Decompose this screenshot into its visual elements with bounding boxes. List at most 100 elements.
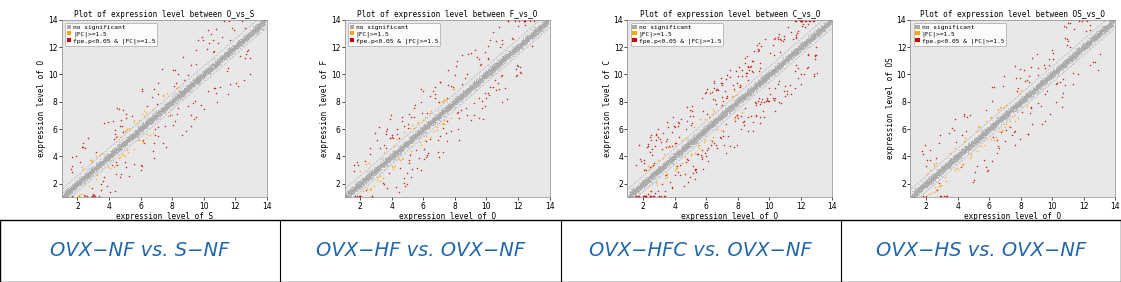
Point — [249, 25, 267, 29]
Point — [969, 140, 986, 144]
Point — [425, 116, 443, 121]
Point — [402, 149, 420, 153]
Point — [90, 163, 108, 168]
Point — [155, 108, 173, 112]
Point — [232, 40, 250, 45]
Point — [700, 127, 717, 131]
Point — [1064, 55, 1082, 60]
Point — [176, 89, 194, 94]
Point — [185, 84, 203, 89]
Point — [381, 159, 399, 163]
Point — [59, 194, 77, 199]
Point — [189, 76, 207, 80]
Point — [982, 115, 1000, 119]
Point — [353, 184, 371, 188]
Point — [249, 25, 267, 30]
Point — [745, 84, 763, 88]
Point — [941, 164, 958, 169]
Point — [645, 172, 663, 177]
Point — [715, 109, 733, 114]
Point — [1077, 40, 1095, 45]
Point — [145, 118, 163, 122]
Point — [786, 52, 804, 57]
Point — [395, 143, 413, 147]
Point — [95, 157, 113, 162]
Point — [925, 177, 943, 181]
Point — [757, 75, 775, 80]
Point — [362, 174, 380, 178]
Point — [102, 154, 120, 158]
Point — [976, 130, 994, 135]
Point — [1001, 109, 1019, 113]
Point — [961, 146, 979, 150]
Point — [358, 182, 376, 186]
Point — [815, 25, 833, 29]
Point — [475, 75, 493, 80]
Point — [647, 169, 665, 173]
Point — [1093, 27, 1111, 31]
Point — [429, 109, 447, 114]
Point — [745, 84, 763, 89]
Point — [815, 26, 833, 30]
Point — [693, 134, 711, 138]
Point — [983, 124, 1001, 129]
Point — [103, 152, 121, 157]
Point — [62, 189, 80, 193]
Point — [410, 132, 428, 136]
Point — [1088, 36, 1106, 40]
Point — [809, 27, 827, 32]
Point — [529, 30, 547, 34]
Point — [780, 57, 798, 62]
Point — [372, 162, 390, 167]
Point — [493, 59, 511, 63]
Point — [982, 85, 1000, 89]
Point — [231, 39, 249, 44]
Point — [445, 101, 463, 105]
Point — [168, 95, 186, 100]
Point — [189, 78, 207, 83]
Point — [149, 112, 167, 116]
Point — [802, 38, 819, 42]
Point — [374, 164, 392, 169]
Point — [363, 172, 381, 176]
Point — [753, 75, 771, 80]
Point — [217, 53, 235, 57]
Point — [363, 170, 381, 175]
Point — [157, 108, 175, 112]
Point — [101, 153, 119, 157]
Point — [65, 182, 83, 186]
Point — [657, 164, 675, 169]
Point — [229, 43, 247, 48]
Point — [424, 118, 442, 123]
Point — [926, 173, 944, 178]
Point — [430, 109, 448, 114]
Point — [1043, 72, 1060, 77]
Point — [491, 63, 509, 67]
Point — [173, 92, 191, 97]
Point — [622, 192, 640, 196]
Point — [641, 194, 659, 198]
Point — [489, 63, 507, 68]
Point — [373, 180, 391, 185]
Point — [198, 68, 216, 72]
Point — [401, 139, 419, 144]
Point — [504, 51, 522, 55]
Point — [245, 28, 263, 33]
Point — [534, 21, 552, 26]
Point — [380, 153, 398, 158]
Point — [154, 108, 172, 113]
Point — [175, 92, 193, 97]
Point — [1034, 81, 1051, 85]
Point — [363, 173, 381, 177]
Point — [63, 189, 81, 194]
Point — [173, 92, 191, 97]
Point — [156, 102, 174, 107]
Point — [244, 27, 262, 32]
Point — [164, 100, 182, 105]
Point — [87, 168, 105, 172]
Point — [942, 160, 960, 165]
Point — [1097, 27, 1115, 31]
Point — [1017, 95, 1035, 100]
Point — [152, 108, 170, 113]
Point — [1091, 29, 1109, 34]
